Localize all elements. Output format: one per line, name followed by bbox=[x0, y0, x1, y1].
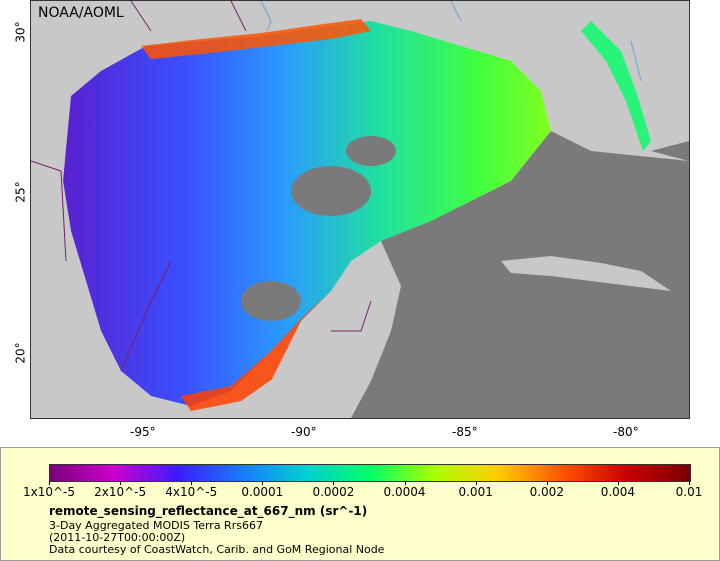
legend-panel: 1x10^-5 2x10^-5 4x10^-5 0.0001 0.0002 0.0004 0… bbox=[0, 447, 720, 561]
nodata-patch bbox=[346, 136, 396, 166]
legend-line-3: Data courtesy of CoastWatch, Carib. and … bbox=[49, 543, 385, 556]
colorbar-tick-mark bbox=[475, 481, 477, 485]
legend-title: remote_sensing_reflectance_at_667_nm (sr… bbox=[49, 504, 368, 518]
florida-coast-band bbox=[581, 21, 651, 151]
colorbar-tick-label: 0.004 bbox=[600, 485, 636, 499]
colorbar-tick-mark bbox=[262, 481, 264, 485]
colorbar-tick-mark bbox=[404, 481, 406, 485]
colorbar bbox=[49, 464, 691, 482]
colorbar-tick-label: 0.002 bbox=[529, 485, 564, 499]
map-frame bbox=[30, 0, 690, 419]
nodata-patch bbox=[291, 166, 371, 216]
lon-tick-95: -95° bbox=[130, 425, 156, 439]
lat-tick-30: 30° bbox=[13, 21, 28, 43]
lat-tick-25: 25° bbox=[13, 181, 28, 203]
colorbar-tick-label: 2x10^-5 bbox=[94, 485, 147, 499]
colorbar-tick-mark bbox=[191, 481, 193, 485]
colorbar-tick-label: 0.0004 bbox=[383, 485, 426, 499]
lon-tick-80: -80° bbox=[613, 425, 639, 439]
lon-tick-85: -85° bbox=[452, 425, 478, 439]
colorbar-tick-label: 0.01 bbox=[675, 485, 703, 499]
colorbar-tick-mark bbox=[333, 481, 335, 485]
caribbean-nodata bbox=[351, 131, 689, 418]
colorbar-tick-mark bbox=[689, 481, 690, 485]
colorbar-tick-label: 4x10^-5 bbox=[165, 485, 218, 499]
colorbar-tick-label: 1x10^-5 bbox=[22, 485, 76, 499]
colorbar-tick-mark bbox=[120, 481, 122, 485]
north-coast-band bbox=[141, 19, 371, 59]
legend-line-1: 3-Day Aggregated MODIS Terra Rrs667 bbox=[49, 519, 263, 532]
state-border bbox=[31, 1, 372, 372]
river bbox=[260, 1, 642, 82]
colorbar-tick-label: 0.0002 bbox=[312, 485, 355, 499]
land-cuba bbox=[501, 256, 671, 291]
map-canvas bbox=[31, 1, 689, 418]
colorbar-tick-label: 0.0001 bbox=[241, 485, 284, 499]
legend-line-2: (2011-10-27T00:00:00Z) bbox=[49, 531, 186, 544]
org-label: NOAA/AOML bbox=[38, 5, 124, 21]
colorbar-tick-label: 0.001 bbox=[458, 485, 493, 499]
lat-tick-20: 20° bbox=[13, 342, 28, 364]
atlantic-nodata bbox=[651, 141, 689, 161]
colorbar-tick-mark bbox=[617, 481, 619, 485]
lon-tick-90: -90° bbox=[291, 425, 317, 439]
land-north bbox=[31, 1, 689, 111]
land-florida bbox=[511, 21, 651, 176]
land-yucatan bbox=[231, 281, 401, 418]
colorbar-tick-mark bbox=[49, 481, 50, 485]
gulf-data-region bbox=[63, 21, 551, 406]
colorbar-tick-mark bbox=[546, 481, 548, 485]
nodata-patch bbox=[241, 281, 301, 321]
